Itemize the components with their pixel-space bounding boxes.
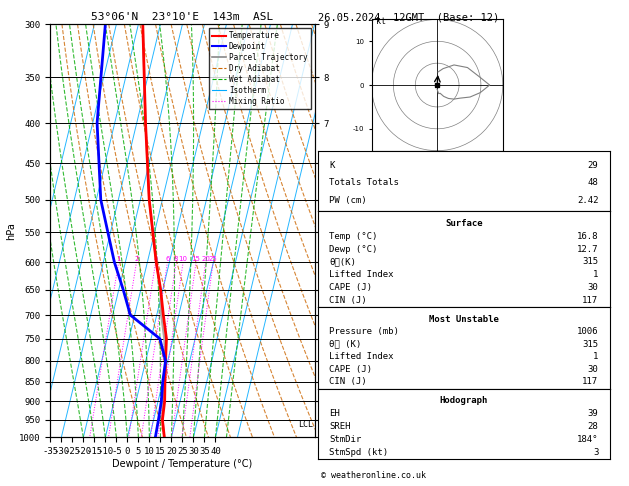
- Text: Temp (°C): Temp (°C): [330, 232, 378, 241]
- Text: SREH: SREH: [330, 422, 351, 431]
- Text: 184°: 184°: [577, 435, 598, 444]
- Text: 16.8: 16.8: [577, 232, 598, 241]
- Text: 30: 30: [587, 365, 598, 374]
- Text: 1: 1: [116, 256, 121, 262]
- Text: EH: EH: [330, 409, 340, 418]
- Text: 48: 48: [587, 178, 598, 188]
- Text: 28: 28: [587, 422, 598, 431]
- Text: Surface: Surface: [445, 219, 482, 228]
- Text: 25: 25: [209, 256, 218, 262]
- Text: © weatheronline.co.uk: © weatheronline.co.uk: [321, 471, 426, 480]
- Text: 8: 8: [174, 256, 179, 262]
- Text: 39: 39: [587, 409, 598, 418]
- Text: 1006: 1006: [577, 327, 598, 336]
- Text: CAPE (J): CAPE (J): [330, 283, 372, 292]
- Text: Hodograph: Hodograph: [440, 397, 488, 405]
- Text: 29: 29: [587, 161, 598, 170]
- Text: StmDir: StmDir: [330, 435, 362, 444]
- X-axis label: Dewpoint / Temperature (°C): Dewpoint / Temperature (°C): [113, 459, 252, 469]
- Text: 15: 15: [192, 256, 201, 262]
- Text: PW (cm): PW (cm): [330, 196, 367, 205]
- Text: 12.7: 12.7: [577, 244, 598, 254]
- Text: 1: 1: [593, 270, 598, 279]
- Text: 117: 117: [582, 295, 598, 305]
- Text: Lifted Index: Lifted Index: [330, 352, 394, 362]
- Text: LCL: LCL: [298, 419, 313, 429]
- Text: CAPE (J): CAPE (J): [330, 365, 372, 374]
- Text: 20: 20: [201, 256, 210, 262]
- Text: 2: 2: [135, 256, 138, 262]
- Text: Pressure (mb): Pressure (mb): [330, 327, 399, 336]
- Text: Totals Totals: Totals Totals: [330, 178, 399, 188]
- Text: CIN (J): CIN (J): [330, 378, 367, 386]
- Text: kt: kt: [376, 17, 386, 26]
- Text: Dewp (°C): Dewp (°C): [330, 244, 378, 254]
- Legend: Temperature, Dewpoint, Parcel Trajectory, Dry Adiabat, Wet Adiabat, Isotherm, Mi: Temperature, Dewpoint, Parcel Trajectory…: [209, 28, 311, 109]
- Text: K: K: [330, 161, 335, 170]
- Text: θᴅ (K): θᴅ (K): [330, 340, 362, 349]
- Text: 4: 4: [153, 256, 158, 262]
- Text: 315: 315: [582, 258, 598, 266]
- Text: θᴅ(K): θᴅ(K): [330, 258, 356, 266]
- Text: 30: 30: [587, 283, 598, 292]
- Y-axis label: km
ASL: km ASL: [331, 222, 353, 240]
- Text: Most Unstable: Most Unstable: [429, 315, 499, 324]
- Text: 117: 117: [582, 378, 598, 386]
- Text: 26.05.2024  12GMT  (Base: 12): 26.05.2024 12GMT (Base: 12): [318, 12, 499, 22]
- Text: StmSpd (kt): StmSpd (kt): [330, 448, 389, 457]
- Text: Lifted Index: Lifted Index: [330, 270, 394, 279]
- Text: 2.42: 2.42: [577, 196, 598, 205]
- Text: 6: 6: [165, 256, 170, 262]
- Title: 53°06'N  23°10'E  143m  ASL: 53°06'N 23°10'E 143m ASL: [91, 12, 274, 22]
- Text: 1: 1: [593, 352, 598, 362]
- Text: 3: 3: [593, 448, 598, 457]
- Text: 315: 315: [582, 340, 598, 349]
- Text: CIN (J): CIN (J): [330, 295, 367, 305]
- Text: 10: 10: [179, 256, 187, 262]
- Y-axis label: hPa: hPa: [6, 222, 16, 240]
